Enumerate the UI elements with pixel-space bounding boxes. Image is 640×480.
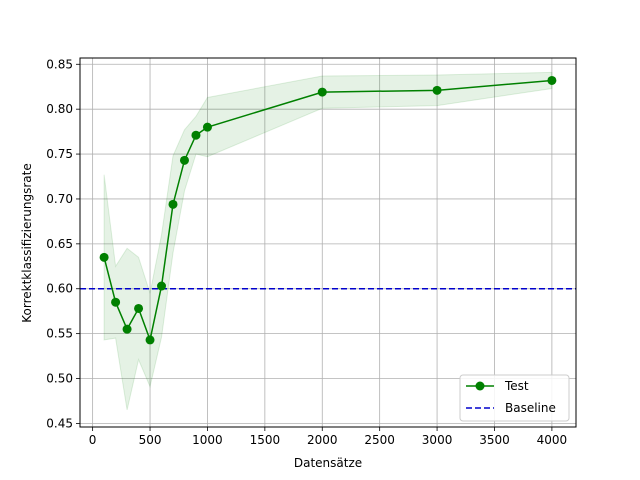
x-tick-label: 500 xyxy=(139,433,162,447)
y-tick-label: 0.75 xyxy=(46,147,73,161)
confidence-band xyxy=(103,71,553,411)
test-point xyxy=(134,303,144,313)
legend-test-marker xyxy=(475,381,485,391)
y-tick-label: 0.50 xyxy=(46,372,73,386)
y-tick-label: 0.60 xyxy=(46,282,73,296)
y-tick-label: 0.45 xyxy=(46,416,73,430)
test-point xyxy=(99,252,109,262)
test-point xyxy=(122,324,132,334)
test-point xyxy=(111,297,121,307)
test-point xyxy=(168,199,178,209)
y-tick-label: 0.65 xyxy=(46,237,73,251)
test-point xyxy=(547,75,557,85)
plot-frame xyxy=(79,57,577,428)
y-tick-label: 0.80 xyxy=(46,102,73,116)
test-point xyxy=(157,281,167,291)
x-tick-label: 4000 xyxy=(537,433,568,447)
x-tick-label: 1000 xyxy=(192,433,223,447)
x-tick-label: 1500 xyxy=(250,433,281,447)
legend-baseline-label: Baseline xyxy=(505,401,556,415)
legend-test-label: Test xyxy=(504,379,529,393)
test-point xyxy=(145,335,155,345)
test-point xyxy=(179,155,189,165)
series-layer xyxy=(80,75,576,345)
y-axis-label: Korrektklassifizierungsrate xyxy=(20,163,34,322)
legend: Test Baseline xyxy=(459,374,570,422)
x-tick-label: 0 xyxy=(89,433,97,447)
test-point xyxy=(317,87,327,97)
x-tick-label: 3500 xyxy=(479,433,510,447)
test-band-area xyxy=(103,71,553,411)
x-tick-label: 2500 xyxy=(364,433,395,447)
test-point xyxy=(202,122,212,132)
test-point xyxy=(191,130,201,140)
y-tick-label: 0.85 xyxy=(46,57,73,71)
y-tick-label: 0.55 xyxy=(46,327,73,341)
test-point xyxy=(432,85,442,95)
y-tick-label: 0.70 xyxy=(46,192,73,206)
x-tick-label: 3000 xyxy=(422,433,453,447)
ticks: 0 500 1000 1500 2000 2500 3000 3500 4000 0.45 0.50… xyxy=(46,57,567,447)
x-axis-label: Datensätze xyxy=(294,456,362,470)
x-tick-label: 2000 xyxy=(307,433,338,447)
